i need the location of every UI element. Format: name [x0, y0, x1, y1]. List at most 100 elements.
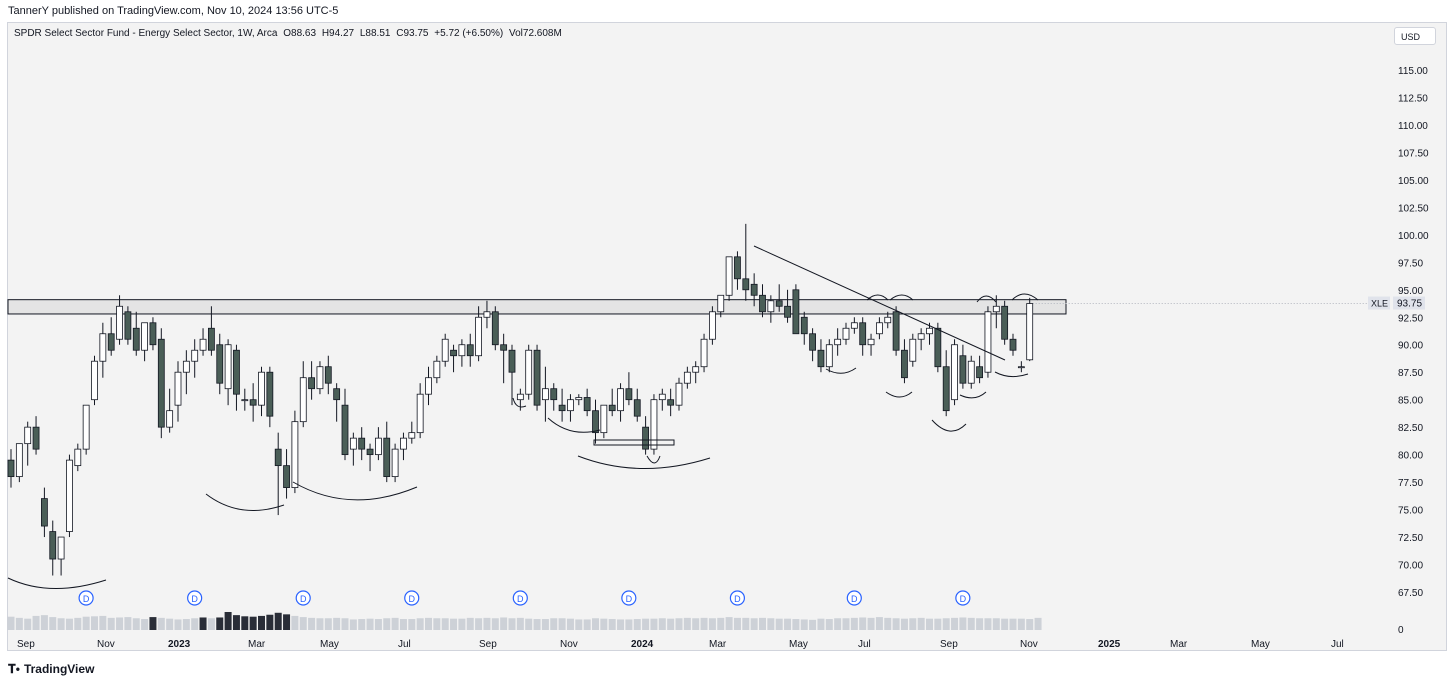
candle [408, 421, 416, 444]
volume-bar [7, 616, 15, 630]
candle [892, 306, 900, 356]
candle [692, 361, 700, 384]
price-tag: XLE 93.75 [1368, 296, 1425, 310]
candle [992, 295, 1000, 329]
candle-body [859, 322, 867, 346]
candle [583, 388, 591, 417]
volume-bar [566, 618, 574, 630]
candle-body [592, 410, 599, 434]
dividend-circle [955, 590, 971, 606]
volume-bar [374, 619, 382, 630]
candle-body [132, 327, 140, 351]
annotation-stroke [885, 391, 913, 398]
candle-body [984, 311, 992, 373]
volume-bar [817, 618, 825, 630]
candle-body [249, 399, 257, 406]
candle [734, 251, 741, 290]
candle-body [667, 399, 675, 406]
candle-body [884, 316, 892, 324]
volume-bar [725, 617, 733, 630]
volume-bar [283, 614, 291, 630]
candle [550, 383, 558, 411]
candle [901, 339, 908, 384]
x-tick-label: 2024 [631, 639, 654, 650]
volume-bar [391, 617, 399, 630]
candle [475, 306, 483, 362]
annotation-stroke [959, 391, 987, 399]
candle-body [191, 349, 199, 362]
volume-bar [191, 618, 199, 630]
y-tick-label: 92.50 [1398, 313, 1423, 324]
volume-bar [533, 619, 541, 630]
volume-bar [917, 617, 925, 630]
y-tick-label: 102.50 [1398, 203, 1429, 214]
volume-axis-label: 0 [1398, 625, 1404, 636]
x-tick-label: 2025 [1098, 639, 1121, 650]
candle-body [767, 300, 775, 313]
candle-body [41, 498, 48, 527]
dividend-marker: D [295, 590, 311, 606]
candle [750, 273, 758, 307]
candle [767, 295, 775, 323]
candle-body [633, 399, 641, 417]
volume-bar [49, 617, 57, 630]
volume-bar [516, 617, 524, 630]
y-tick-label: 100.00 [1398, 231, 1429, 242]
candle-body [216, 344, 224, 384]
candle-body [383, 437, 391, 478]
candle [967, 355, 975, 389]
volume-bar [767, 618, 775, 630]
candle-body [558, 404, 566, 412]
volume-bar [1009, 618, 1017, 630]
volume-bar [1017, 618, 1025, 630]
candle [825, 339, 833, 373]
candle-body [675, 382, 683, 406]
trendline [753, 245, 1006, 361]
volume-bar [759, 617, 766, 630]
candle [57, 536, 65, 576]
currency-selector[interactable]: USD [1394, 27, 1436, 45]
annotation-stroke [994, 371, 1029, 378]
candle-body [157, 338, 165, 428]
candle-body [575, 397, 583, 401]
candle-body [166, 410, 174, 428]
volume-bar [24, 618, 32, 630]
volume-bar [884, 617, 892, 630]
volume-bar [976, 618, 984, 630]
annotation-stroke [292, 481, 418, 501]
volume-bar [182, 619, 190, 630]
volume-bar [650, 618, 658, 630]
candle-body [717, 294, 725, 313]
candle [483, 300, 491, 329]
candle [124, 306, 132, 345]
candle [500, 333, 508, 384]
candle-body [525, 349, 533, 395]
y-tick-label: 115.00 [1398, 66, 1428, 77]
candle [575, 394, 583, 406]
candle-body [491, 311, 499, 346]
legend-low: L88.51 [359, 28, 391, 39]
volume-bar [617, 619, 625, 630]
chart-frame[interactable] [7, 22, 1447, 651]
tradingview-brand: 𝐓• TradingView [8, 662, 94, 677]
candle-body [842, 327, 850, 340]
candle [617, 383, 624, 422]
candle [91, 355, 98, 406]
candle [266, 366, 274, 428]
symbol-legend: SPDR Select Sector Fund - Energy Select … [14, 28, 565, 39]
volume-bar [358, 619, 366, 630]
candle [909, 333, 917, 367]
candle [207, 306, 215, 356]
candle [49, 520, 57, 576]
annotation-stroke [7, 577, 107, 590]
candle-body [809, 333, 816, 351]
dividend-label: D [517, 594, 524, 604]
volume-bar [15, 617, 23, 630]
dividend-marker: D [846, 590, 862, 606]
volume-bar [258, 615, 265, 630]
volume-bar [742, 617, 750, 630]
volume-bar [74, 617, 82, 630]
dividend-label: D [626, 594, 633, 604]
candle-body [992, 305, 1000, 313]
